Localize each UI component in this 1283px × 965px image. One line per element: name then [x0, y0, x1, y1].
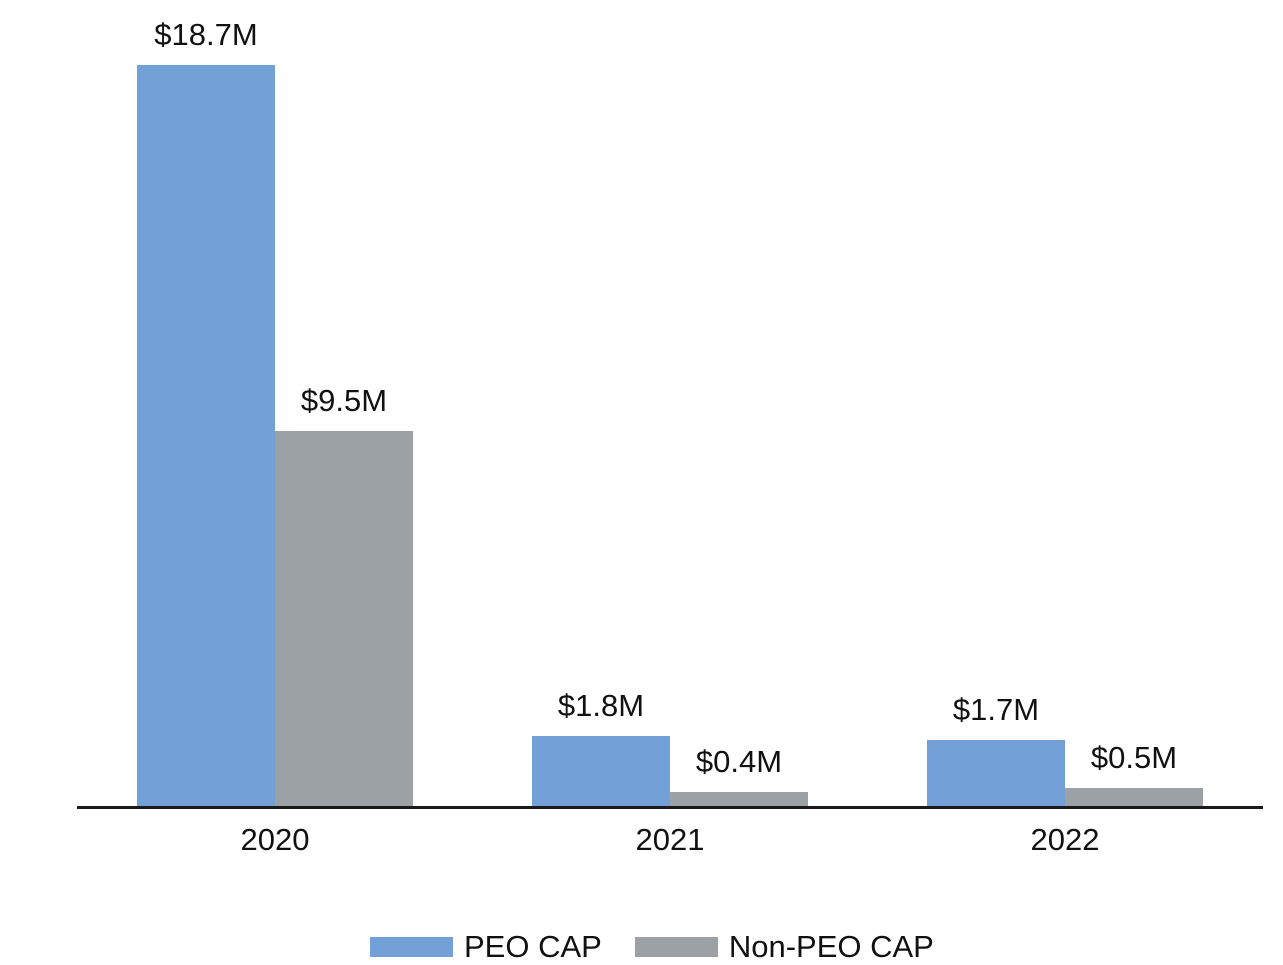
x-axis-label-2022: 2022: [1030, 822, 1100, 857]
bar-peo-cap-2021: [532, 736, 670, 808]
value-label-non-peo-cap-2021: $0.4M: [695, 744, 783, 779]
bar-non-peo-cap-2022: [1065, 788, 1203, 808]
bar-peo-cap-2020: [137, 65, 275, 808]
legend-label-non-peo-cap: Non-PEO CAP: [728, 928, 934, 964]
value-label-non-peo-cap-2020: $9.5M: [300, 383, 388, 418]
value-label-non-peo-cap-2022: $0.5M: [1090, 740, 1178, 775]
legend-swatch-peo-cap: [370, 936, 453, 957]
value-label-peo-cap-2021: $1.8M: [557, 688, 645, 723]
x-axis-label-2020: 2020: [240, 822, 310, 857]
legend-item-peo-cap: PEO CAP: [370, 929, 602, 965]
bar-non-peo-cap-2021: [670, 792, 808, 808]
x-axis-line: [77, 806, 1263, 809]
legend-swatch-non-peo-cap: [634, 936, 718, 957]
bar-peo-cap-2022: [927, 740, 1065, 808]
x-axis-label-2021: 2021: [635, 822, 705, 857]
legend-label-peo-cap: PEO CAP: [464, 928, 602, 964]
value-label-peo-cap-2022: $1.7M: [952, 692, 1040, 727]
chart-legend: PEO CAP Non-PEO CAP: [370, 928, 934, 965]
value-label-peo-cap-2020: $18.7M: [154, 17, 258, 52]
bar-non-peo-cap-2020: [275, 431, 413, 808]
legend-item-non-peo-cap: Non-PEO CAP: [634, 928, 934, 965]
